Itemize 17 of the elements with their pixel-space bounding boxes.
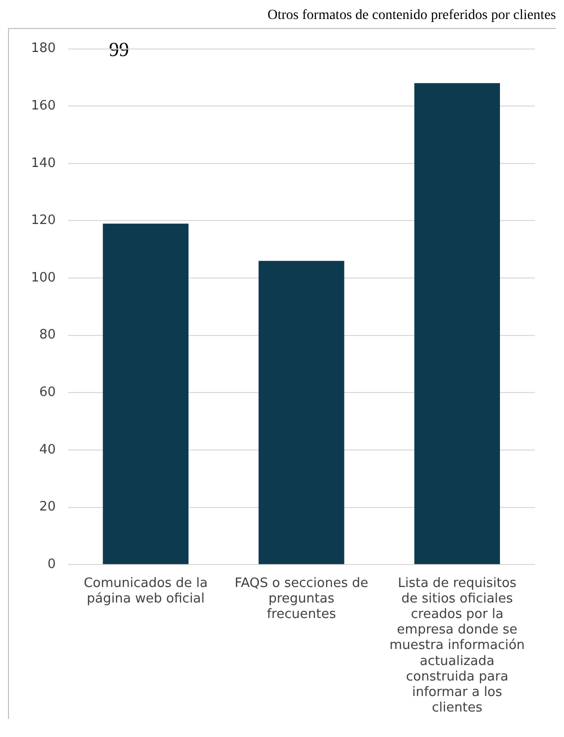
category-label: Lista de requisitos de sitios oficiales creados por la empresa donde se muestra información actualizada construida para informar a los clientes [389,576,525,716]
bar [414,83,500,564]
y-tick-label: 40 [39,442,56,458]
y-tick-label: 0 [48,556,56,572]
y-tick-label: 120 [30,213,56,228]
y-tick-label: 60 [39,385,56,400]
bar [102,224,189,564]
y-tick-label: 160 [30,98,56,114]
y-tick-label: 100 [30,270,56,286]
y-tick-label: 80 [39,328,56,343]
x-tick-label: FAQS o secciones de preguntas frecuentes [234,576,368,622]
bar [258,260,344,564]
x-tick-label: Comunicados de la página web oficial [84,576,208,606]
y-tick-label: 20 [39,500,56,515]
y-tick-label: 180 [30,41,56,56]
y-tick-label: 140 [30,156,56,171]
chart-title: Otros formatos de contenido preferidos por clientes [266,8,556,24]
